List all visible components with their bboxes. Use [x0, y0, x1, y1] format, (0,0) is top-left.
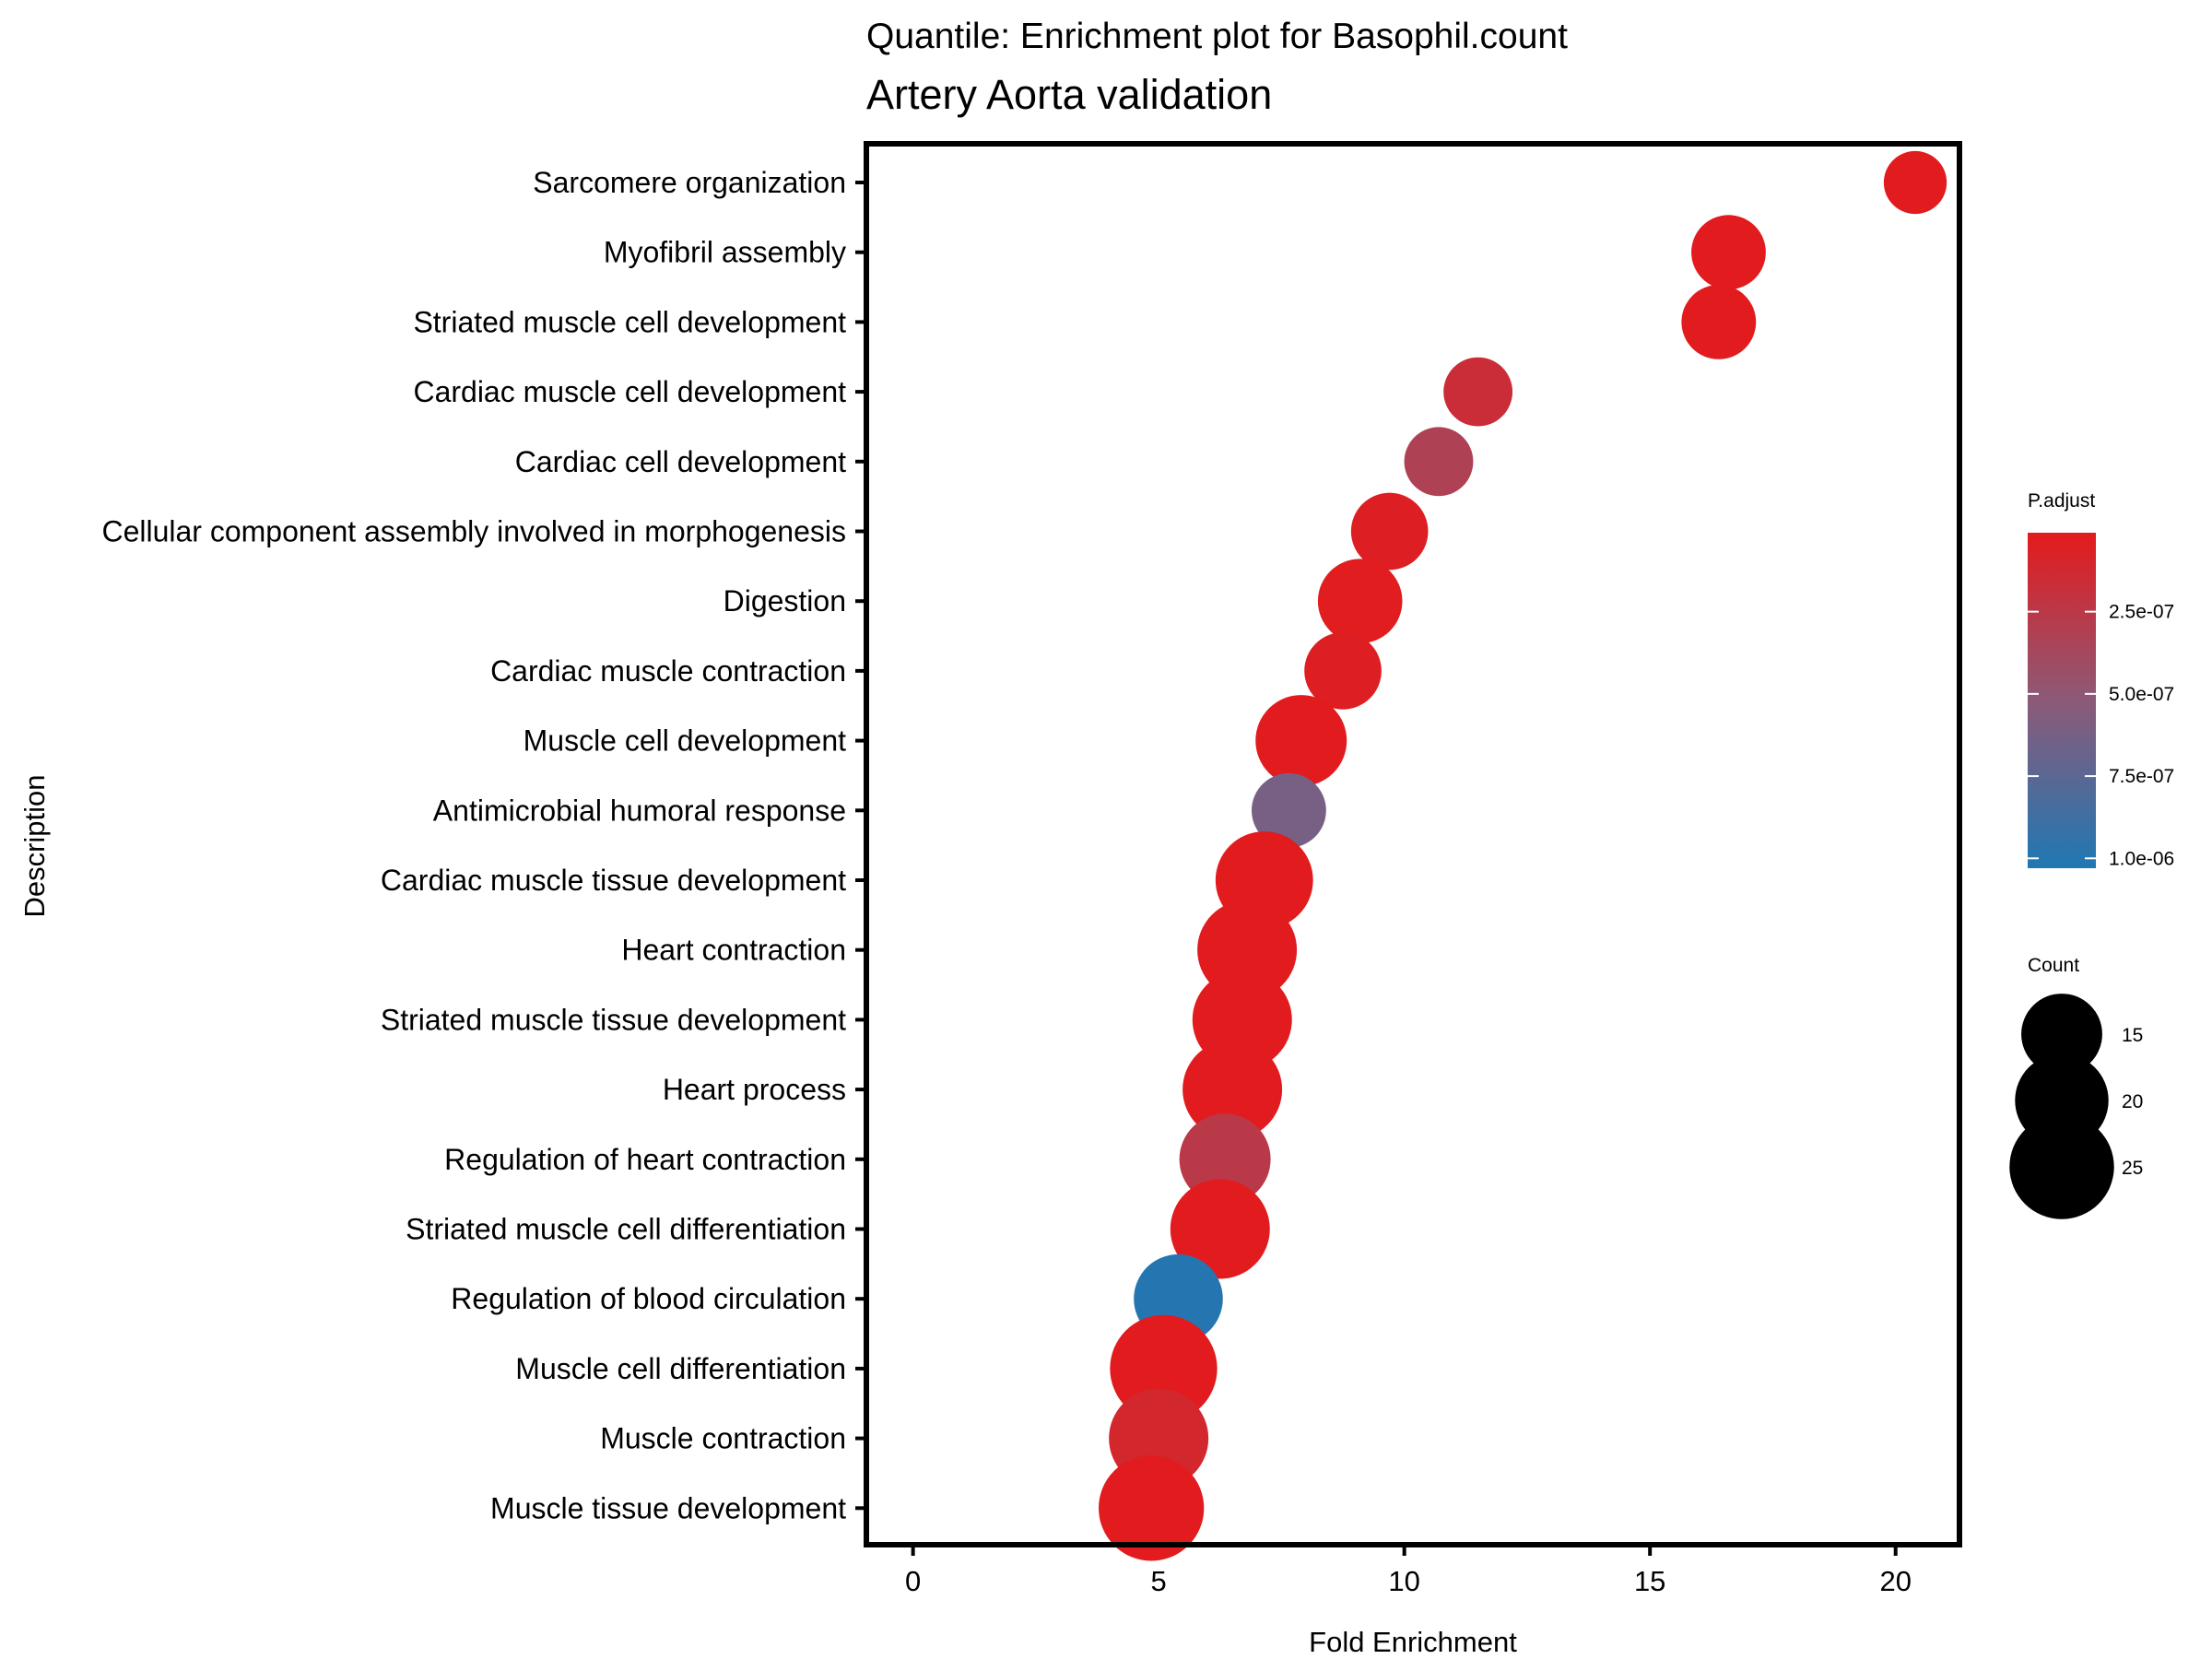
color-legend-title: P.adjust: [2028, 490, 2095, 512]
y-tick-label: Heart process: [663, 1073, 846, 1106]
size-legend-label: 25: [2122, 1158, 2143, 1179]
size-legend-title: Count: [2028, 955, 2079, 976]
x-tick-label: 0: [905, 1565, 921, 1597]
color-legend: P.adjust 2.5e-07 5.0e-07 7.5e-07 1.0e-06: [2028, 490, 2174, 869]
y-tick-label: Cardiac cell development: [515, 445, 846, 478]
size-legend: Count 15 20 25: [2009, 955, 2143, 1219]
y-tick-label: Regulation of blood circulation: [451, 1282, 846, 1315]
color-legend-label: 7.5e-07: [2109, 766, 2174, 787]
x-tick-label: 5: [1151, 1565, 1167, 1597]
y-tick-label: Muscle contraction: [600, 1422, 846, 1455]
data-point: [1099, 1455, 1205, 1561]
y-tick-label: Striated muscle tissue development: [381, 1003, 846, 1036]
x-axis-title: Fold Enrichment: [1309, 1626, 1517, 1658]
chart-title: Quantile: Enrichment plot for Basophil.c…: [866, 17, 1568, 56]
x-tick-label: 10: [1388, 1565, 1419, 1597]
size-legend-dot: [2009, 1114, 2114, 1219]
y-tick-label: Cardiac muscle contraction: [490, 654, 846, 688]
data-points: [1099, 150, 1947, 1561]
color-legend-bar: [2028, 533, 2096, 868]
data-point: [1883, 150, 1947, 215]
x-axis: 0 5 10 15 20: [905, 1545, 1912, 1597]
data-point: [1255, 695, 1347, 787]
data-point: [1170, 1179, 1270, 1279]
x-tick-label: 20: [1879, 1565, 1911, 1597]
data-point: [1404, 427, 1474, 497]
data-point: [1691, 215, 1766, 290]
y-tick-label: Striated muscle cell differentiation: [406, 1213, 846, 1246]
y-tick-label: Muscle cell differentiation: [515, 1352, 846, 1385]
data-point: [1317, 559, 1403, 644]
size-legend-label: 15: [2122, 1025, 2143, 1046]
data-point: [1179, 1113, 1271, 1206]
data-point: [1443, 357, 1513, 427]
data-point: [1681, 284, 1757, 359]
color-legend-label: 1.0e-06: [2109, 848, 2174, 869]
y-tick-label: Striated muscle cell development: [413, 305, 846, 338]
y-tick-label: Myofibril assembly: [604, 236, 846, 269]
size-legend-dot: [2021, 994, 2102, 1075]
y-tick-label: Regulation of heart contraction: [444, 1143, 846, 1176]
y-axis-title: Description: [18, 774, 51, 917]
data-point: [1251, 772, 1326, 848]
y-tick-label: Muscle tissue development: [490, 1491, 846, 1524]
y-tick-label: Heart contraction: [621, 934, 846, 967]
color-legend-label: 2.5e-07: [2109, 602, 2174, 623]
y-tick-label: Cardiac muscle cell development: [413, 375, 846, 408]
y-axis: Sarcomere organization Myofibril assembly…: [101, 166, 866, 1524]
data-point: [1350, 492, 1429, 571]
data-point: [1182, 1040, 1283, 1140]
y-tick-label: Antimicrobial humoral response: [433, 794, 846, 827]
y-tick-label: Cellular component assembly involved in …: [101, 515, 846, 548]
y-tick-label: Muscle cell development: [524, 724, 847, 758]
size-legend-label: 20: [2122, 1091, 2143, 1112]
x-tick-label: 15: [1634, 1565, 1665, 1597]
data-point: [1304, 632, 1382, 710]
color-legend-label: 5.0e-07: [2109, 684, 2174, 705]
plot-panel-border: [864, 141, 1962, 1547]
y-tick-label: Cardiac muscle tissue development: [381, 864, 846, 897]
y-tick-label: Sarcomere organization: [533, 166, 846, 199]
chart-subtitle: Artery Aorta validation: [866, 71, 1272, 118]
y-tick-label: Digestion: [724, 584, 846, 618]
